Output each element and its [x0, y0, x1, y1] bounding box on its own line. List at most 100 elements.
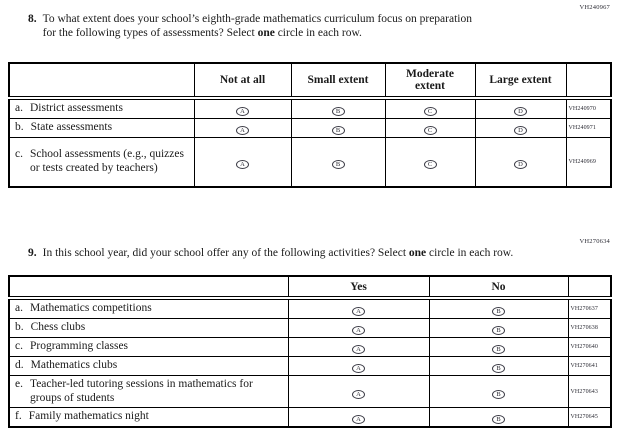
- table-row: b. Chess clubs A B VH270638: [8, 318, 612, 339]
- q9-row-d-cell-yes: A: [287, 356, 430, 377]
- q9-row-f-cell-yes: A: [287, 407, 430, 428]
- row-code: VH270638: [567, 318, 612, 339]
- q8-row-a-cell-large: D: [474, 97, 567, 120]
- answer-bubble[interactable]: A: [352, 364, 365, 374]
- row-code: VH240969: [565, 137, 612, 188]
- answer-bubble[interactable]: D: [514, 107, 527, 117]
- q8-row-a-cell-moderate: C: [384, 97, 476, 120]
- q8-header-large-extent: Large extent: [474, 62, 567, 101]
- answer-bubble[interactable]: B: [331, 159, 345, 169]
- answer-bubble[interactable]: A: [236, 159, 249, 169]
- spacer: [0, 188, 620, 238]
- row-letter: b.: [15, 321, 24, 334]
- q8-row-a-label: a. District assessments: [8, 97, 195, 120]
- answer-bubble[interactable]: C: [423, 107, 437, 117]
- question-9-text-part1: In this school year, did your school off…: [42, 246, 409, 259]
- row-letter: b.: [15, 121, 24, 134]
- q8-row-b-cell-small: B: [290, 118, 386, 139]
- q9-header-yes: Yes: [287, 275, 430, 301]
- q8-row-b-label: b. State assessments: [8, 118, 195, 139]
- answer-bubble[interactable]: A: [352, 326, 365, 336]
- row-label: School assessments (e.g., quizzes or tes…: [29, 148, 184, 174]
- question-9: 9. In this school year, did your school …: [28, 247, 620, 261]
- q8-header-small-extent: Small extent: [290, 62, 386, 101]
- answer-bubble[interactable]: B: [492, 345, 505, 355]
- q9-row-b-cell-yes: A: [287, 318, 430, 339]
- q8-header-moderate-extent: Moderate extent: [384, 62, 476, 101]
- question-9-bold-word: one: [408, 246, 427, 259]
- row-code: VH270641: [567, 356, 612, 377]
- row-letter: f.: [15, 410, 22, 423]
- q8-row-b-cell-large: D: [474, 118, 567, 139]
- row-label: Programming classes: [29, 340, 129, 353]
- row-label: State assessments: [30, 121, 113, 134]
- question-8-code: VH240967: [579, 4, 610, 11]
- row-code: VH270645: [567, 407, 612, 428]
- answer-bubble[interactable]: B: [331, 107, 345, 117]
- row-letter: d.: [15, 359, 24, 372]
- row-code: VH240971: [565, 118, 612, 139]
- table-row: c. School assessments (e.g., quizzes or t…: [8, 137, 612, 188]
- row-letter: a.: [15, 302, 23, 315]
- question-9-text-part2: circle in each row.: [426, 246, 514, 259]
- row-code: VH240970: [565, 97, 612, 120]
- question-8-text-part2: circle in each row.: [274, 26, 362, 39]
- q9-row-c-cell-no: B: [428, 337, 569, 358]
- q9-row-b-label: b. Chess clubs: [8, 318, 289, 339]
- q9-row-c-cell-yes: A: [287, 337, 430, 358]
- row-label: Chess clubs: [30, 321, 86, 334]
- answer-bubble[interactable]: B: [492, 307, 505, 317]
- q8-row-c-label: c. School assessments (e.g., quizzes or t…: [8, 137, 195, 188]
- table-row: c. Programming classes A B VH270640: [8, 337, 612, 358]
- q9-row-e-cell-no: B: [428, 375, 569, 409]
- answer-bubble[interactable]: C: [423, 159, 437, 169]
- answer-bubble[interactable]: A: [236, 107, 249, 117]
- row-code: VH270637: [567, 297, 612, 320]
- answer-bubble[interactable]: A: [352, 389, 365, 399]
- answer-bubble[interactable]: A: [236, 126, 249, 136]
- question-9-number: 9.: [28, 246, 37, 259]
- table-row: a. Mathematics competitions A B VH270637: [8, 297, 612, 320]
- q9-row-e-label: e. Teacher-led tutoring sessions in mathe…: [8, 375, 289, 409]
- question-8-bold-word: one: [257, 26, 275, 39]
- answer-bubble[interactable]: A: [352, 345, 365, 355]
- table-row: b. State assessments A B C D VH240971: [8, 118, 612, 139]
- answer-bubble[interactable]: D: [514, 159, 527, 169]
- row-letter: c.: [15, 340, 23, 353]
- question-9-table: Yes No a. Mathematics competitions A B VH…: [8, 275, 612, 429]
- answer-bubble[interactable]: A: [352, 415, 365, 425]
- question-9-text: In this school year, did your school off…: [43, 247, 521, 261]
- answer-bubble[interactable]: A: [352, 307, 365, 317]
- table-row: f. Family mathematics night A B VH270645: [8, 407, 612, 428]
- q9-row-b-cell-no: B: [428, 318, 569, 339]
- row-label: Family mathematics night: [28, 410, 149, 423]
- question-8: 8. To what extent does your school’s eig…: [28, 13, 620, 40]
- q8-header-empty: [8, 62, 195, 101]
- answer-bubble[interactable]: C: [423, 126, 437, 136]
- q8-row-c-cell-large: D: [474, 137, 567, 188]
- q9-header-empty: [8, 275, 289, 301]
- answer-bubble[interactable]: B: [492, 389, 505, 399]
- q9-row-a-cell-no: B: [428, 297, 569, 320]
- q9-row-c-label: c. Programming classes: [8, 337, 289, 358]
- answer-bubble[interactable]: B: [492, 364, 505, 374]
- answer-bubble[interactable]: B: [331, 126, 345, 136]
- q9-row-d-cell-no: B: [428, 356, 569, 377]
- table-row: d. Mathematics clubs A B VH270641: [8, 356, 612, 377]
- q8-row-b-cell-moderate: C: [384, 118, 476, 139]
- q9-header-code-empty: [567, 275, 612, 301]
- row-label: Teacher-led tutoring sessions in mathema…: [29, 378, 253, 404]
- question-8-table: Not at all Small extent Moderate extent …: [8, 62, 612, 188]
- answer-bubble[interactable]: D: [514, 126, 527, 136]
- q8-header-not-at-all: Not at all: [193, 62, 292, 101]
- row-letter: a.: [15, 102, 23, 115]
- q8-header-code-empty: [565, 62, 612, 101]
- q8-row-a-cell-not-at-all: A: [193, 97, 292, 120]
- q8-row-c-cell-moderate: C: [384, 137, 476, 188]
- row-letter: c.: [15, 148, 23, 161]
- question-9-code: VH270634: [579, 237, 610, 245]
- q8-row-a-cell-small: B: [290, 97, 386, 120]
- answer-bubble[interactable]: B: [492, 415, 505, 425]
- question-8-text-part1: To what extent does your school’s eighth…: [42, 13, 472, 39]
- answer-bubble[interactable]: B: [492, 326, 505, 336]
